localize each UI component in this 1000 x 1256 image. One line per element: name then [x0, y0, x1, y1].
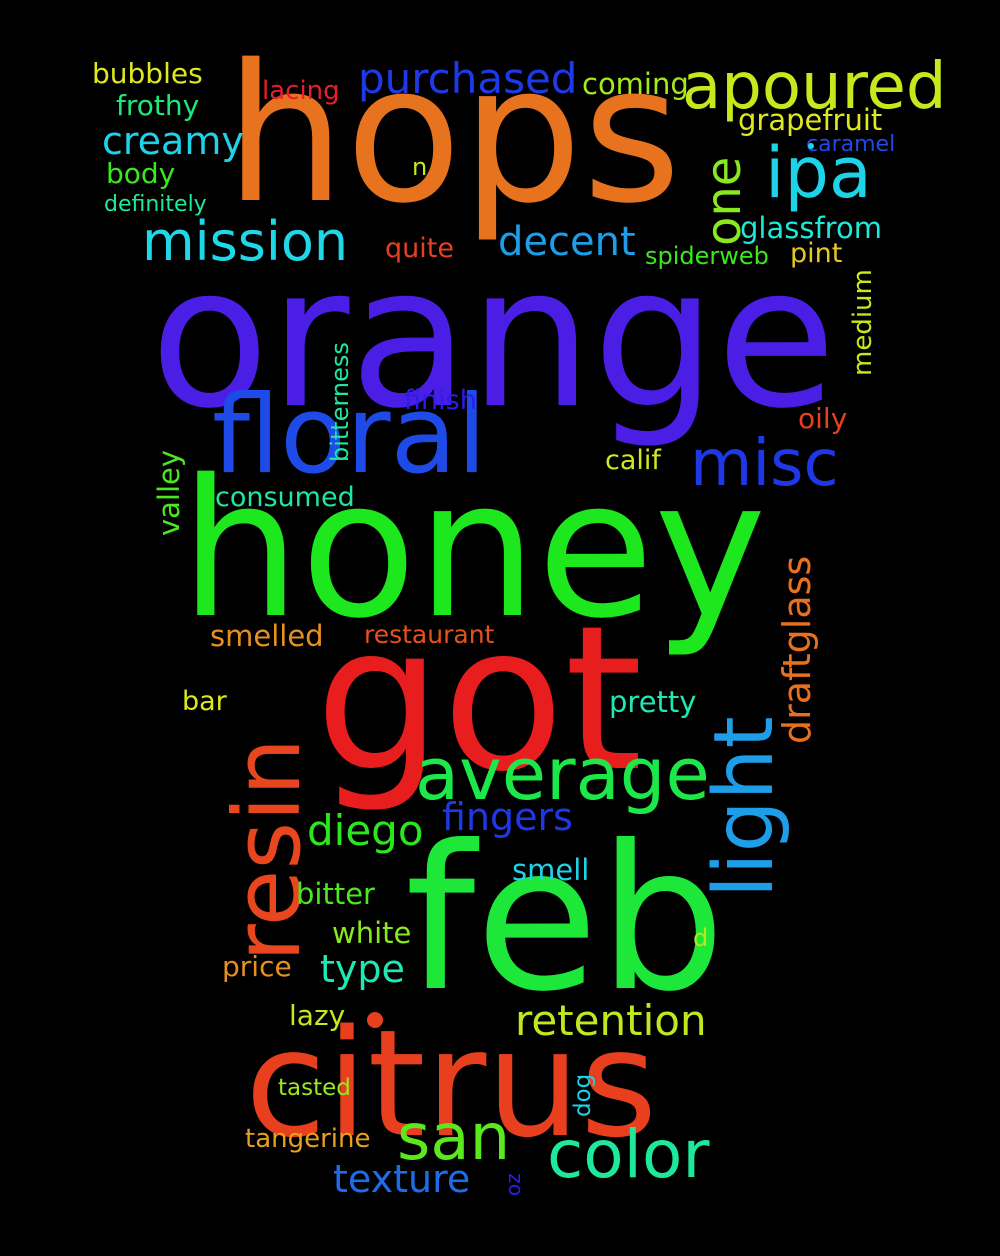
word-honey: honey	[180, 439, 767, 660]
word-san: san	[397, 1101, 511, 1175]
word-diego: diego	[307, 806, 424, 855]
word-d: d	[693, 924, 709, 952]
word-bar: bar	[182, 686, 227, 717]
word-consumed: consumed	[215, 482, 355, 513]
word-retention: retention	[515, 996, 707, 1045]
word-coming: coming	[582, 67, 689, 101]
word-grapefruit: grapefruit	[738, 103, 883, 137]
word-purchased: purchased	[358, 54, 578, 103]
word-caramel: caramel	[806, 132, 896, 157]
word-spiderweb: spiderweb	[645, 242, 769, 270]
word-bitter: bitter	[296, 877, 375, 911]
word-type: type	[320, 947, 405, 991]
word-calif: calif	[605, 445, 661, 476]
word-floral: floral	[212, 373, 487, 498]
word-frothy: frothy	[116, 89, 200, 122]
word-orange: orange	[150, 224, 837, 451]
word-citrus: citrus	[245, 998, 658, 1170]
word-texture: texture	[333, 1157, 471, 1201]
word-valley: valley	[152, 449, 186, 536]
word-misc: misc	[690, 427, 839, 501]
dot-mark	[367, 1012, 383, 1028]
word-smell: smell	[512, 853, 590, 887]
word-average: average	[415, 732, 710, 816]
word-lacing: lacing	[262, 76, 340, 106]
word-pint: pint	[790, 238, 843, 269]
word-decent: decent	[498, 219, 636, 265]
word-n: n	[412, 153, 428, 181]
word-hops: hops	[225, 24, 682, 245]
word-smelled: smelled	[210, 619, 324, 653]
word-oz: oz	[501, 1173, 525, 1196]
word-bubbles: bubbles	[92, 57, 203, 90]
word-tangerine: tangerine	[245, 1124, 371, 1154]
word-oily: oily	[798, 402, 848, 435]
word-draftglass: draftglass	[775, 555, 819, 744]
word-bitterness: bitterness	[326, 342, 354, 462]
word-fingers: fingers	[442, 795, 573, 839]
word-quite: quite	[385, 233, 454, 264]
word-got: got	[315, 583, 643, 816]
word-lazy: lazy	[289, 999, 346, 1032]
word-body: body	[106, 157, 176, 190]
word-finish: finish	[404, 385, 477, 416]
word-feb: feb	[405, 803, 726, 1036]
word-definitely: definitely	[104, 192, 207, 217]
word-medium: medium	[848, 269, 878, 376]
word-mission: mission	[142, 210, 349, 273]
word-pretty: pretty	[609, 685, 697, 719]
word-apoured: apoured	[682, 50, 947, 124]
word-dog: dog	[570, 1073, 596, 1117]
word-ipa: ipa	[765, 132, 872, 214]
dot-mark-small	[808, 143, 814, 149]
word-color: color	[547, 1116, 710, 1193]
word-white: white	[332, 916, 412, 950]
word-creamy: creamy	[102, 119, 244, 163]
word-resin: resin	[214, 737, 321, 962]
word-glassfrom: glassfrom	[740, 211, 882, 245]
word-restaurant: restaurant	[364, 620, 495, 649]
word-tasted: tasted	[278, 1075, 351, 1101]
word-price: price	[222, 950, 292, 983]
word-light: light	[697, 716, 792, 898]
